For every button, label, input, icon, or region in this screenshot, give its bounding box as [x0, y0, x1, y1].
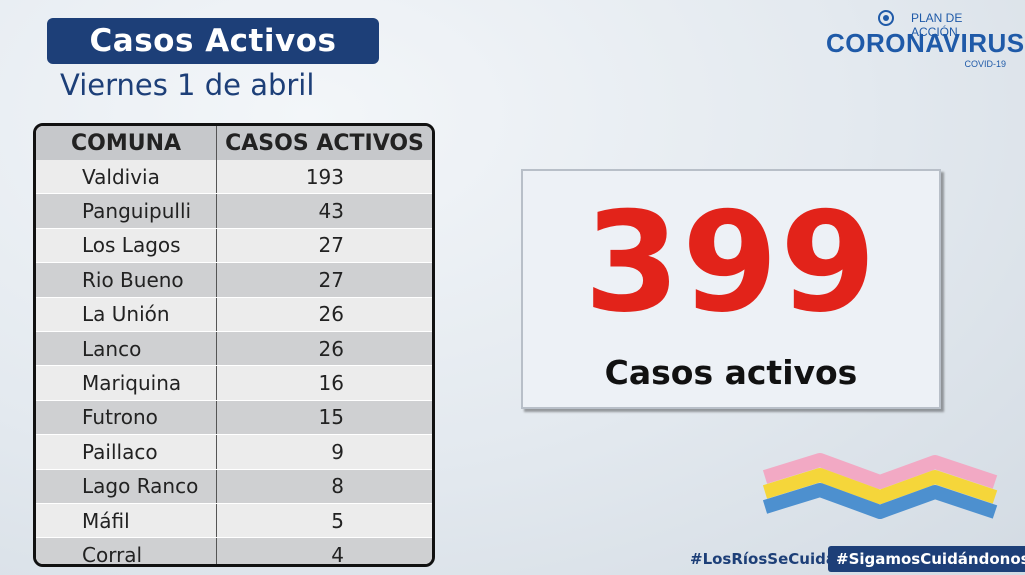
comuna-cell: Corral	[36, 537, 217, 564]
total-cases-number: 399	[583, 182, 879, 343]
cases-table: COMUNA CASOS ACTIVOS Valdivia 193 Pangui…	[33, 123, 435, 567]
casos-cell: 8	[216, 469, 432, 504]
table-row: Panguipulli 43	[36, 193, 432, 229]
total-cases-card: 399 Casos activos	[521, 169, 941, 409]
casos-cell: 4	[216, 537, 432, 564]
table-row: Corral 4	[36, 537, 432, 564]
comuna-cell: Rio Bueno	[36, 262, 217, 298]
table-row: Máfil 5	[36, 503, 432, 539]
casos-cell: 16	[216, 365, 432, 401]
casos-cell: 26	[216, 297, 432, 332]
comuna-cell: Máfil	[36, 503, 217, 539]
title-banner: Casos Activos	[47, 18, 379, 64]
decorative-wave-icon	[762, 453, 998, 519]
table-row: Lago Ranco 8	[36, 469, 432, 504]
casos-cell: 5	[216, 503, 432, 539]
casos-cell: 27	[216, 262, 432, 298]
total-cases-label: Casos activos	[604, 353, 858, 392]
coronavirus-logo: PLAN DE ACCIÓN CORONAVIRUS COVID-19	[826, 8, 1024, 70]
casos-cell: 26	[216, 331, 432, 367]
table-row: Futrono 15	[36, 400, 432, 436]
casos-cell: 43	[216, 193, 432, 229]
table-row: Los Lagos 27	[36, 228, 432, 264]
logo-sub-text: COVID-19	[964, 59, 1006, 69]
table-row: Valdivia 193	[36, 160, 432, 195]
hashtag-sigamos: #SigamosCuidándonos	[828, 546, 1025, 572]
comuna-cell: Lago Ranco	[36, 469, 217, 504]
casos-cell: 9	[216, 434, 432, 470]
table-row: Mariquina 16	[36, 365, 432, 401]
column-header-casos: CASOS ACTIVOS	[216, 126, 432, 160]
comuna-cell: Los Lagos	[36, 228, 217, 264]
table-row: Rio Bueno 27	[36, 262, 432, 298]
report-date: Viernes 1 de abril	[60, 68, 315, 102]
logo-plan-text: PLAN DE ACCIÓN	[911, 11, 963, 39]
table-row: Paillaco 9	[36, 434, 432, 470]
casos-cell: 15	[216, 400, 432, 436]
comuna-cell: Panguipulli	[36, 193, 217, 229]
casos-cell: 27	[216, 228, 432, 264]
comuna-cell: Futrono	[36, 400, 217, 436]
page-title: Casos Activos	[89, 23, 337, 59]
comuna-cell: Valdivia	[36, 160, 217, 195]
government-crest-icon	[878, 10, 894, 26]
logo-name-text: CORONAVIRUS	[826, 28, 1025, 58]
comuna-cell: Paillaco	[36, 434, 217, 470]
hashtag-los-rios: #LosRíosSeCuida	[690, 550, 836, 568]
comuna-cell: Mariquina	[36, 365, 217, 401]
column-header-comuna: COMUNA	[36, 126, 217, 160]
comuna-cell: La Unión	[36, 297, 217, 332]
comuna-cell: Lanco	[36, 331, 217, 367]
casos-cell: 193	[216, 160, 432, 195]
table-row: La Unión 26	[36, 297, 432, 332]
table-row: Lanco 26	[36, 331, 432, 367]
